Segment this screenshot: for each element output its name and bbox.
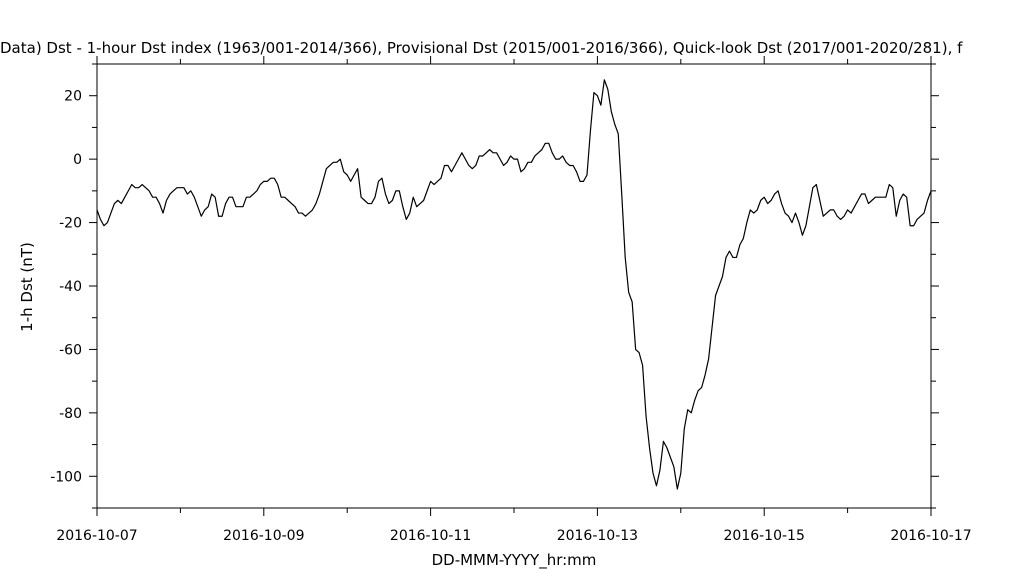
y-tick-label: -40 (59, 279, 82, 295)
chart-title: Data) Dst - 1-hour Dst index (1963/001-2… (0, 39, 963, 57)
plot-area (96, 63, 932, 509)
x-tick-label: 2016-10-09 (223, 528, 304, 544)
y-tick-label: 20 (64, 89, 82, 105)
x-tick-label: 2016-10-07 (56, 528, 137, 544)
plot-frame (96, 63, 932, 509)
y-axis-title: 1-h Dst (nT) (18, 242, 36, 332)
dst-series-line (96, 79, 932, 490)
x-tick-label: 2016-10-13 (557, 528, 638, 544)
y-tick-label: -80 (59, 406, 82, 422)
y-tick-label: 0 (73, 152, 82, 168)
x-axis-title: DD-MMM-YYYY_hr:mm (432, 551, 597, 570)
y-tick-label: -100 (50, 469, 82, 485)
y-tick-label: -60 (59, 342, 82, 358)
x-tick-label: 2016-10-17 (890, 528, 971, 544)
y-tick-label: -20 (59, 216, 82, 232)
x-tick-label: 2016-10-15 (724, 528, 805, 544)
y-axis: 20 0 -20 -40 -60 -80 -100 (50, 63, 939, 509)
x-tick-label: 2016-10-11 (390, 528, 471, 544)
x-axis: 2016-10-07 2016-10-09 2016-10-11 2016-10-13… (56, 56, 972, 544)
